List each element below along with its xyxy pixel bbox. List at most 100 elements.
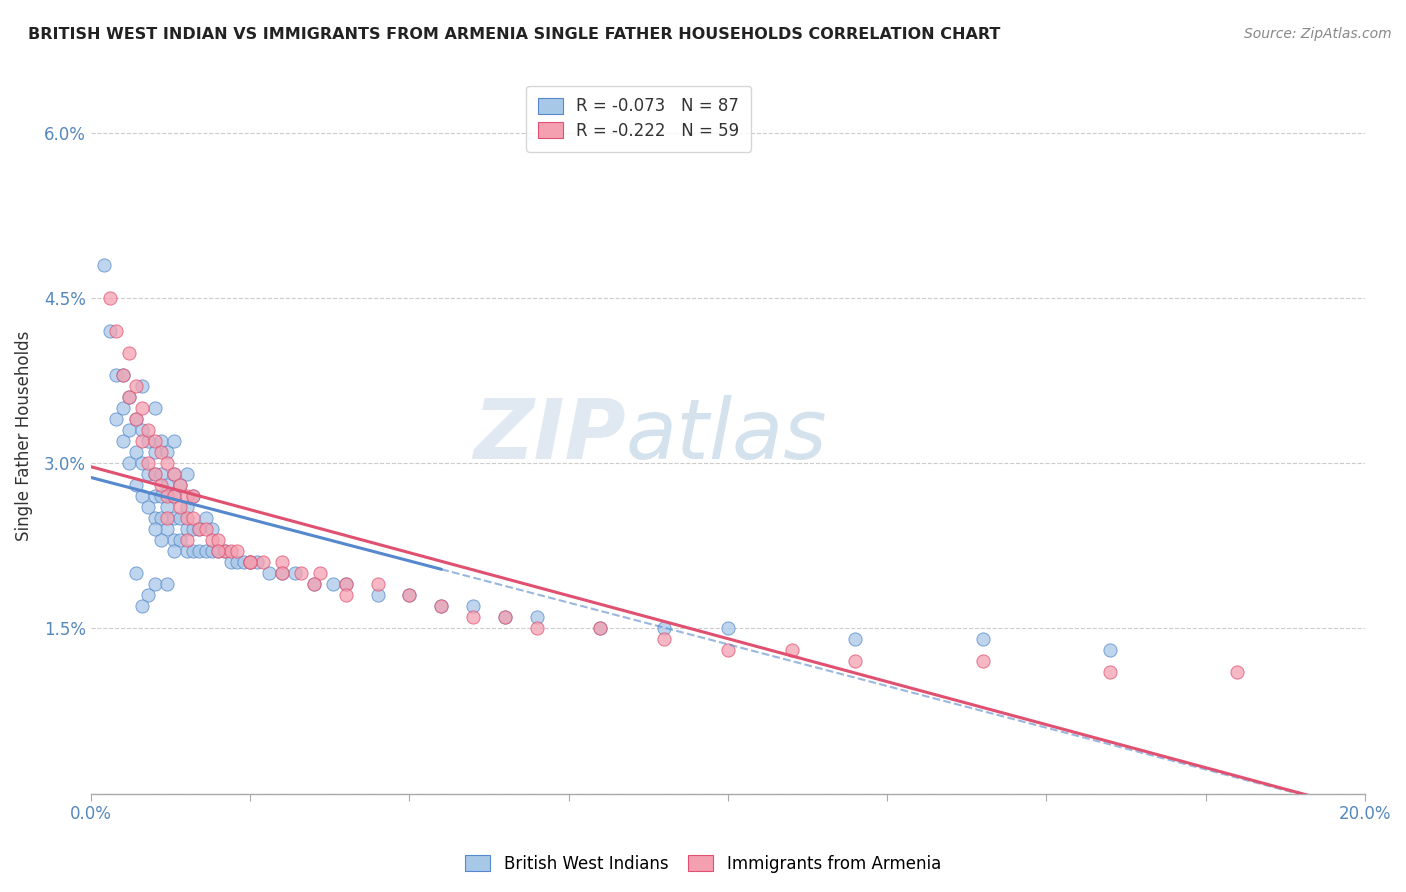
- Point: [98, 291, 121, 305]
- Point: [335, 588, 357, 602]
- Point: [118, 346, 141, 360]
- Point: [461, 610, 484, 624]
- Point: [245, 555, 267, 569]
- Point: [143, 577, 166, 591]
- Point: [105, 412, 128, 426]
- Point: [136, 500, 159, 515]
- Point: [124, 412, 146, 426]
- Point: [118, 423, 141, 437]
- Point: [176, 500, 198, 515]
- Point: [494, 610, 516, 624]
- Point: [284, 566, 307, 581]
- Point: [398, 588, 420, 602]
- Point: [143, 401, 166, 415]
- Point: [124, 566, 146, 581]
- Point: [131, 599, 153, 614]
- Point: [176, 544, 198, 558]
- Text: atlas: atlas: [626, 395, 828, 476]
- Point: [271, 566, 294, 581]
- Point: [194, 511, 217, 525]
- Point: [111, 368, 134, 382]
- Point: [131, 434, 153, 448]
- Point: [290, 566, 312, 581]
- Point: [98, 324, 121, 338]
- Point: [322, 577, 344, 591]
- Point: [136, 434, 159, 448]
- Point: [214, 544, 236, 558]
- Point: [163, 467, 186, 482]
- Point: [194, 522, 217, 536]
- Point: [430, 599, 453, 614]
- Point: [181, 522, 204, 536]
- Point: [335, 577, 357, 591]
- Point: [207, 544, 229, 558]
- Point: [226, 544, 249, 558]
- Point: [271, 555, 294, 569]
- Point: [232, 555, 254, 569]
- Text: ZIP: ZIP: [474, 395, 626, 476]
- Point: [194, 544, 217, 558]
- Point: [181, 489, 204, 503]
- Point: [430, 599, 453, 614]
- Legend: British West Indians, Immigrants from Armenia: British West Indians, Immigrants from Ar…: [458, 848, 948, 880]
- Point: [367, 588, 389, 602]
- Point: [207, 544, 229, 558]
- Point: [136, 467, 159, 482]
- Point: [181, 489, 204, 503]
- Point: [163, 511, 186, 525]
- Point: [176, 522, 198, 536]
- Point: [844, 632, 866, 647]
- Point: [652, 621, 675, 635]
- Point: [717, 621, 740, 635]
- Point: [302, 577, 325, 591]
- Point: [652, 632, 675, 647]
- Point: [163, 544, 186, 558]
- Point: [143, 511, 166, 525]
- Point: [143, 467, 166, 482]
- Point: [156, 456, 179, 470]
- Point: [150, 467, 173, 482]
- Point: [163, 489, 186, 503]
- Point: [163, 489, 186, 503]
- Point: [143, 522, 166, 536]
- Point: [972, 632, 994, 647]
- Point: [163, 434, 186, 448]
- Point: [201, 522, 224, 536]
- Point: [201, 533, 224, 548]
- Point: [124, 379, 146, 393]
- Point: [143, 434, 166, 448]
- Point: [367, 577, 389, 591]
- Point: [156, 500, 179, 515]
- Point: [219, 544, 242, 558]
- Point: [169, 511, 191, 525]
- Point: [143, 489, 166, 503]
- Point: [239, 555, 262, 569]
- Point: [156, 489, 179, 503]
- Point: [131, 489, 153, 503]
- Point: [105, 368, 128, 382]
- Point: [169, 533, 191, 548]
- Point: [150, 434, 173, 448]
- Point: [156, 511, 179, 525]
- Point: [93, 258, 115, 272]
- Y-axis label: Single Father Households: Single Father Households: [15, 330, 32, 541]
- Point: [136, 588, 159, 602]
- Point: [589, 621, 612, 635]
- Point: [118, 390, 141, 404]
- Point: [181, 544, 204, 558]
- Point: [188, 522, 211, 536]
- Point: [494, 610, 516, 624]
- Point: [156, 445, 179, 459]
- Point: [844, 655, 866, 669]
- Point: [118, 390, 141, 404]
- Point: [136, 456, 159, 470]
- Point: [131, 379, 153, 393]
- Point: [143, 467, 166, 482]
- Point: [207, 533, 229, 548]
- Point: [118, 456, 141, 470]
- Point: [252, 555, 274, 569]
- Point: [309, 566, 332, 581]
- Point: [156, 478, 179, 492]
- Point: [124, 445, 146, 459]
- Point: [131, 401, 153, 415]
